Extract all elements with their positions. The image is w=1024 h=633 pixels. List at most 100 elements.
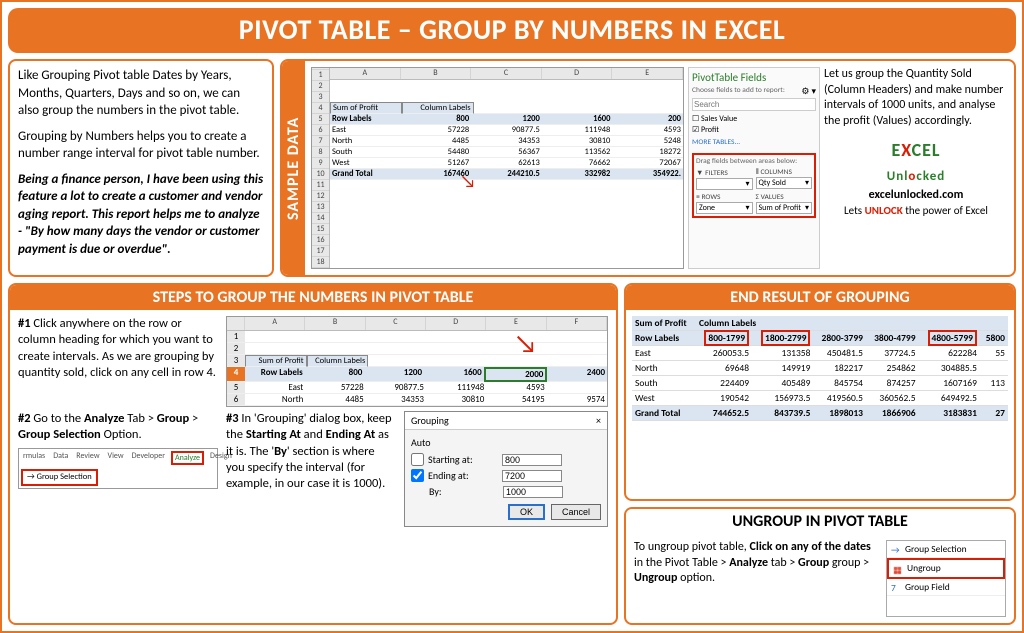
c: Row Labels [245, 367, 305, 382]
drag-label: Drag fields between areas below: [696, 157, 812, 166]
c: 34353 [366, 394, 426, 406]
hdr: 5800 [980, 331, 1008, 346]
c: 254862 [866, 361, 919, 376]
rownum: 8 [312, 147, 329, 158]
c: 260053.5 [696, 346, 752, 361]
area-val: Zone [699, 203, 715, 213]
cancel-button[interactable]: Cancel [551, 504, 601, 520]
rownum: 4 [312, 103, 329, 114]
c: West [632, 391, 696, 406]
c: North [632, 361, 696, 376]
c: 360562.5 [866, 391, 919, 406]
c: 149919 [752, 361, 813, 376]
hdr: 3800-4799 [866, 331, 919, 346]
fields-search[interactable] [692, 98, 816, 111]
c: 62613 [471, 158, 542, 169]
area-label: FILTERS [705, 169, 728, 178]
col: C [366, 317, 426, 330]
c [980, 361, 1008, 376]
c: 405489 [752, 376, 813, 391]
c: 845754 [813, 376, 866, 391]
site-url: excelunlocked.com [824, 188, 1008, 204]
menu-group-field[interactable]: 7Group Field [887, 579, 1005, 596]
rownum: 7 [312, 136, 329, 147]
c: West [330, 158, 401, 169]
start-input[interactable] [502, 454, 562, 466]
col: A [330, 68, 401, 79]
c: Sum of Profit [245, 355, 307, 367]
group-selection-button[interactable]: → Group Selection [21, 469, 98, 486]
arrow-icon: ↘ [514, 327, 537, 359]
page-title: PIVOT TABLE – GROUP BY NUMBERS IN EXCEL [8, 8, 1016, 53]
columns-area[interactable]: Qty Sold▾ [756, 177, 813, 189]
start-label: Starting at: [428, 453, 498, 466]
c: Grand Total [632, 406, 696, 421]
ungroup-menu: →Group Selection ▦Ungroup 7Group Field [886, 540, 1006, 617]
rownum: 16 [312, 235, 329, 246]
tab-analyze[interactable]: Analyze [171, 451, 204, 465]
area-val: Qty Sold [759, 178, 786, 188]
tab[interactable]: Developer [130, 451, 167, 465]
c: 56367 [471, 147, 542, 158]
ok-button[interactable]: OK [508, 504, 545, 520]
result-table: Sum of ProfitColumn Labels Row Labels 80… [632, 316, 1008, 421]
rownum: 11 [312, 180, 329, 191]
dialog-title: Grouping [411, 414, 449, 427]
c: East [330, 125, 401, 136]
gear-icon[interactable]: ⚙ ▾ [801, 86, 816, 98]
c: 57228 [305, 382, 365, 394]
sample-data-label: SAMPLE DATA [282, 61, 305, 275]
sample-data-box: SAMPLE DATA 1 2 3 4 5 6 7 8 9 10 11 12 [280, 59, 1016, 277]
col: B [305, 317, 365, 330]
c: East [245, 382, 305, 394]
rownum: 12 [312, 191, 329, 202]
end-check[interactable] [411, 469, 424, 482]
hdr: 4800-5799 [928, 330, 977, 346]
area-label: VALUES [761, 193, 784, 202]
c: 111948 [542, 125, 613, 136]
tab[interactable]: Data [51, 451, 70, 465]
hdr: 2800-3799 [813, 331, 866, 346]
field-check[interactable]: ☑ Profit [692, 125, 816, 135]
menu-ungroup[interactable]: ▦Ungroup [887, 558, 1005, 578]
hdr: 800-1799 [704, 330, 749, 346]
rownum: 15 [312, 224, 329, 235]
c: 156973.5 [752, 391, 813, 406]
c: 30810 [542, 136, 613, 147]
c: 5248 [612, 136, 683, 147]
right-info: Let us group the Quantity Sold (Column H… [824, 67, 1008, 269]
intro-p3: Being a finance person, I have been usin… [18, 171, 264, 259]
c: 1898013 [813, 406, 866, 421]
c: 419560.5 [813, 391, 866, 406]
tagline: Lets UNLOCK the power of Excel [824, 204, 1008, 218]
tab[interactable]: Review [74, 451, 101, 465]
ungroup-text: To ungroup pivot table, Click on any of … [634, 540, 880, 617]
close-icon[interactable]: × [596, 414, 601, 427]
end-input[interactable] [502, 470, 562, 482]
menu-group-selection[interactable]: →Group Selection [887, 541, 1005, 558]
tab[interactable]: rmulas [21, 451, 47, 465]
rownum: 18 [312, 257, 329, 268]
c: 182217 [813, 361, 866, 376]
ungroup-icon: ▦ [893, 564, 903, 574]
pivot-rowlabel: Row Labels [330, 114, 401, 125]
rownum: 1 [312, 70, 329, 81]
c: Grand Total [330, 169, 401, 180]
c: 649492.5 [919, 391, 980, 406]
more-tables[interactable]: MORE TABLES... [692, 138, 816, 147]
c: 224409 [696, 376, 752, 391]
values-area[interactable]: Sum of Profit▾ [756, 202, 813, 214]
c: 800 [305, 367, 365, 382]
tab[interactable]: View [106, 451, 126, 465]
filters-area[interactable]: ▾ [696, 178, 753, 190]
by-input[interactable] [503, 486, 563, 498]
start-check[interactable] [411, 453, 424, 466]
rows-area[interactable]: Zone▾ [696, 202, 753, 214]
c: 54195 [486, 394, 546, 406]
c: Column Labels [696, 316, 1008, 331]
c: 3183831 [919, 406, 980, 421]
c: 90877.5 [471, 125, 542, 136]
field-check[interactable]: ☐ Sales Value [692, 114, 816, 124]
step3-text: #3 In 'Grouping' dialog box, keep the St… [226, 411, 396, 527]
ungroup-box: UNGROUP IN PIVOT TABLE To ungroup pivot … [624, 507, 1016, 625]
